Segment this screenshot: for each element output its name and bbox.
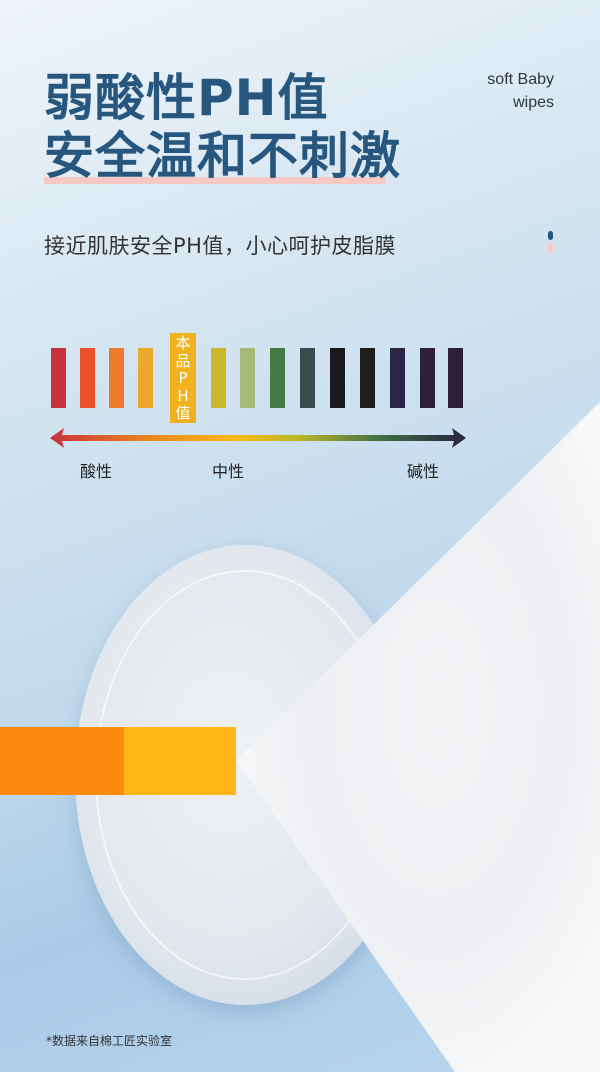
headline-underline: [44, 177, 386, 184]
brand-line-1: soft Baby: [487, 71, 554, 88]
marker-char: 本: [175, 334, 191, 352]
ph-gradient-arrow: [50, 428, 466, 448]
ph-bar: [240, 348, 255, 408]
subtitle: 接近肌肤安全PH值，小心呵护皮脂膜: [44, 234, 396, 258]
marker-char: H: [177, 386, 189, 405]
ph-bar: [330, 348, 345, 408]
decor-dot-blue: [548, 231, 553, 240]
footnote: *数据来自棉工匠实验室: [46, 1034, 173, 1048]
brand-line-2: wipes: [513, 94, 554, 111]
ph-bar: [270, 348, 285, 408]
marker-char: P: [178, 369, 188, 387]
headline-line-1: 弱酸性PH值: [44, 69, 329, 127]
ph-bar: [80, 348, 95, 408]
ph-bar: [420, 348, 435, 408]
ph-bar: [109, 348, 124, 408]
headline-line-2: 安全温和不刺激: [44, 127, 401, 185]
ph-bar: [138, 348, 153, 408]
label-acid: 酸性: [80, 462, 113, 481]
decor-dot-pink: [548, 244, 553, 252]
ph-bar: [360, 348, 375, 408]
ph-bar: [448, 348, 463, 408]
marker-char: 品: [175, 351, 191, 370]
ph-bar: [390, 348, 405, 408]
brand-text: soft Baby wipes: [487, 68, 554, 114]
label-neutral: 中性: [212, 462, 245, 481]
ph-bar: [51, 348, 66, 408]
orange-accent-band: [0, 727, 124, 795]
label-alkaline: 碱性: [407, 462, 440, 481]
ph-bar: [300, 348, 315, 408]
ph-bar: [211, 348, 226, 408]
yellow-accent-band: [124, 727, 236, 795]
product-ph-marker: 本 品 P H 值: [170, 333, 196, 423]
marker-char: 值: [175, 404, 191, 422]
